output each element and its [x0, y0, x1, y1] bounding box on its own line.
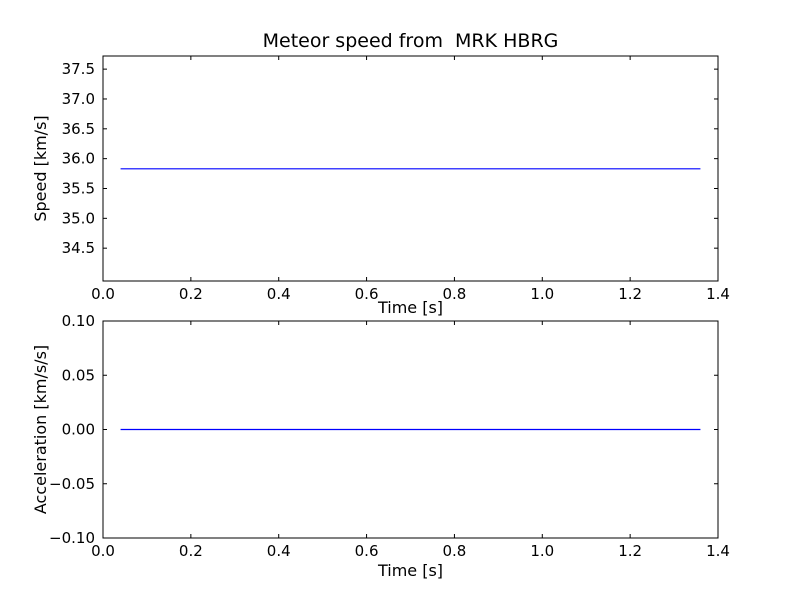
y-tick-label: 37.0 [62, 90, 95, 108]
x-tick-label: 0.4 [267, 542, 291, 560]
acceleration-xlabel: Time [s] [377, 561, 443, 580]
y-tick-label: 36.5 [62, 120, 95, 138]
x-tick-label: 1.0 [530, 285, 554, 303]
y-tick-label: 35.0 [62, 209, 95, 227]
x-tick-label: 0.8 [442, 285, 466, 303]
x-tick-label: 1.4 [706, 285, 730, 303]
x-tick-label: 0.2 [179, 542, 203, 560]
axes-border [102, 55, 719, 282]
y-tick-label: 34.5 [62, 239, 95, 257]
speed-ylabel: Speed [km/s] [31, 115, 50, 221]
x-tick-label: 1.4 [706, 542, 730, 560]
y-tick-label: −0.10 [49, 529, 95, 547]
x-tick-label: 0.0 [91, 542, 115, 560]
y-tick-label: 37.5 [62, 60, 95, 78]
x-tick-label: 1.2 [618, 285, 642, 303]
acceleration-ylabel: Acceleration [km/s/s] [31, 345, 50, 514]
y-tick-label: −0.05 [49, 475, 95, 493]
y-tick-label: 0.05 [62, 366, 95, 384]
x-tick-label: 0.2 [179, 285, 203, 303]
acceleration-subplot: 0.0 0.2 0.4 0.6 0.8 1.0 1.2 1.4 −0.10 −0.05 0.00 0.… [49, 312, 730, 560]
speed-xlabel: Time [s] [377, 298, 443, 317]
chart-title: Meteor speed from MRK HBRG [263, 30, 559, 52]
x-tick-label: 0.6 [355, 285, 379, 303]
y-tick-label: 0.00 [62, 421, 95, 439]
y-tick-label: 0.10 [62, 312, 95, 330]
x-tick-label: 0.8 [442, 542, 466, 560]
x-tick-label: 0.0 [91, 285, 115, 303]
y-tick-label: 36.0 [62, 150, 95, 168]
x-tick-label: 1.0 [530, 542, 554, 560]
x-tick-label: 1.2 [618, 542, 642, 560]
speed-subplot: 0.0 0.2 0.4 0.6 0.8 1.0 1.2 1.4 34.5 35.0 35.5 36.0… [62, 55, 730, 303]
x-tick-label: 0.4 [267, 285, 291, 303]
y-tick-label: 35.5 [62, 179, 95, 197]
x-tick-label: 0.6 [355, 542, 379, 560]
